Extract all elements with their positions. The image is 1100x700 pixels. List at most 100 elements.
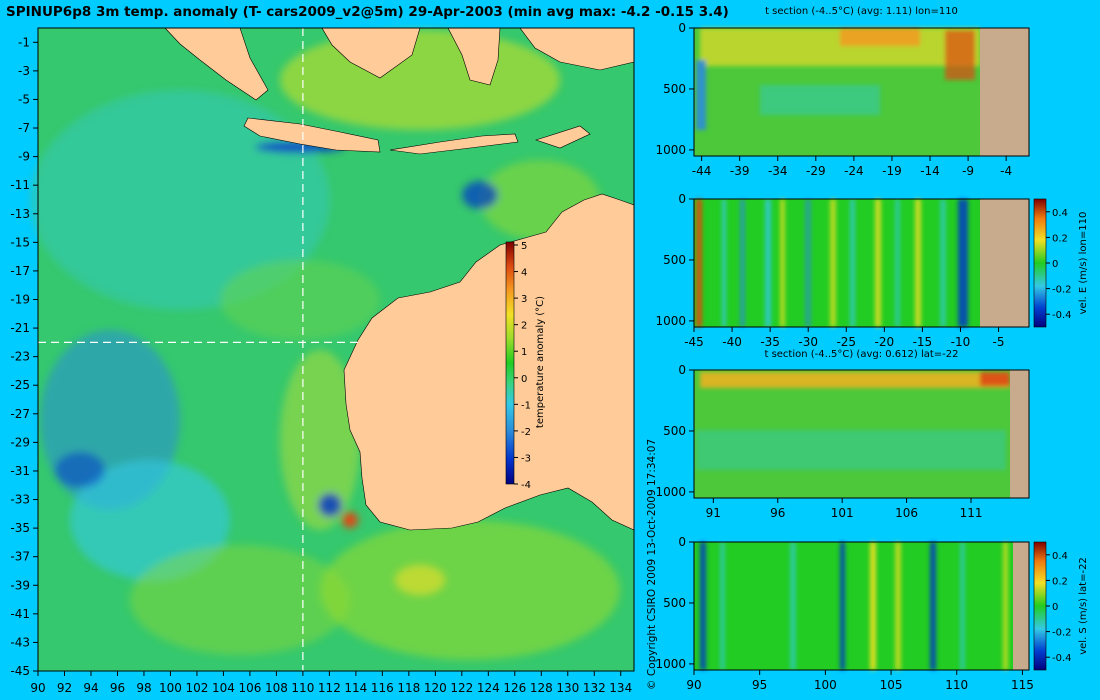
map-y-tick-label: -23 [10,350,30,364]
section-x-tick-label: 96 [770,506,785,520]
section-x-tick-label: 106 [895,506,918,520]
map-y-tick-label: -13 [10,207,30,221]
map-colorbar-tick-label: -4 [521,480,531,491]
map-x-tick-label: 130 [556,681,579,695]
map-x-tick-label: 116 [371,681,394,695]
map-y-tick-label: -35 [10,521,30,535]
section-x-tick-label: -10 [951,335,971,349]
section-x-tick-label: 91 [706,506,721,520]
section-2-field [694,199,1029,327]
section-panel-3 [693,369,1030,499]
map-y-tick-label: -5 [18,92,30,106]
section-x-tick-label: -14 [920,164,940,178]
map-land [164,27,635,531]
section-x-tick-label: 100 [814,678,837,692]
section-x-tick-label: -40 [722,335,742,349]
map-colorbar-gradient [505,241,515,485]
section-y-tick-label: 0 [678,192,686,206]
map-colorbar-label: temperature anomaly (°C) [535,296,546,428]
map-colorbar: 5 4 3 2 1 0 -1 -2 -3 -4 temperature anomaly (°C) [505,241,546,491]
section-4-land [1013,542,1029,670]
section-x-tick-label: -5 [993,335,1005,349]
section-1-title: t section (-4..5°C) (avg: 1.11) lon=110 [765,6,958,17]
map-x-tick-label: 128 [530,681,553,695]
map-y-tick-label: -1 [18,35,30,49]
map-y-tick-label: -17 [10,264,30,278]
map-x-tick-label: 100 [159,681,182,695]
section-x-tick-label: -24 [844,164,864,178]
map-y-tick-label: -39 [10,578,30,592]
map-y-tick-label: -3 [18,64,30,78]
map-x-tick-label: 104 [212,681,235,695]
map-x-tick-label: 120 [424,681,447,695]
map-x-tick-label: 90 [30,681,45,695]
map-x-tick-label: 106 [238,681,261,695]
map-x-tick-label: 108 [265,681,288,695]
section-x-tick-label: 111 [960,506,983,520]
vel-colorbar-tick-label: -0.2 [1052,285,1072,296]
vel-s-colorbar [1033,541,1047,671]
vel-e-colorbar-label: vel. E (m/s) lon=110 [1078,212,1089,315]
map-x-tick-label: 132 [583,681,606,695]
section-y-tick-label: 0 [678,363,686,377]
map-x-tick-label: 112 [318,681,341,695]
section-x-tick-label: -44 [692,164,712,178]
map-y-tick-label: -9 [18,150,30,164]
map-x-tick-label: 134 [609,681,632,695]
map-y-tick-label: -21 [10,321,30,335]
section-x-tick-label: -20 [875,335,895,349]
section-x-tick-label: -25 [836,335,856,349]
map-y-tick-label: -29 [10,435,30,449]
section-3-land [1010,370,1029,498]
section-y-tick-label: 500 [663,253,686,267]
vel-s-colorbar-label: vel. S (m/s) lat=-22 [1078,557,1089,655]
section-panel-2 [693,198,1030,328]
vel-colorbar-tick-label: 0.4 [1052,208,1068,219]
map-x-tick-label: 94 [83,681,98,695]
section-x-tick-label: 101 [831,506,854,520]
map-x-tick-label: 102 [185,681,208,695]
section-x-tick-label: -19 [882,164,902,178]
section-3-title: t section (-4..5°C) (avg: 0.612) lat=-22 [764,349,959,360]
section-x-tick-label: -9 [962,164,974,178]
map-colorbar-tick-label: 5 [521,241,527,252]
map-colorbar-tick-label: 2 [521,321,527,332]
section-x-tick-label: -15 [913,335,933,349]
section-x-tick-label: 105 [880,678,903,692]
section-y-tick-label: 500 [663,596,686,610]
map-x-tick-label: 98 [136,681,151,695]
chart-title: SPINUP6p8 3m temp. anomaly (T- cars2009_… [6,4,729,20]
map-y-tick-label: -41 [10,607,30,621]
vel-colorbar-tick-label: 0.4 [1052,551,1068,562]
timor [535,125,591,149]
java [243,117,381,153]
map-y-tick-label: -33 [10,493,30,507]
map-y-tick-label: -31 [10,464,30,478]
section-x-tick-label: 110 [945,678,968,692]
map-x-tick-label: 96 [110,681,125,695]
map-x-tick-label: 92 [57,681,72,695]
map-x-tick-label: 122 [450,681,473,695]
vel-colorbar-tick-label: -0.4 [1052,653,1072,664]
sumatra [164,27,269,101]
map-y-tick-label: -11 [10,178,30,192]
section-y-tick-label: 1000 [655,485,686,499]
section-panel-4 [693,541,1030,671]
section-x-tick-label: 115 [1011,678,1034,692]
section-y-tick-label: 1000 [655,143,686,157]
map-colorbar-tick-label: -1 [521,400,531,411]
map-colorbar-tick-label: 0 [521,374,527,385]
vel-colorbar-tick-label: -0.4 [1052,310,1072,321]
section-x-tick-label: 90 [686,678,701,692]
map-colorbar-tick-label: 1 [521,347,527,358]
section-x-tick-label: 95 [752,678,767,692]
section-y-tick-label: 1000 [655,657,686,671]
section-4-field [694,542,1029,670]
section-x-tick-label: -45 [684,335,704,349]
section-x-tick-label: -39 [730,164,750,178]
map-colorbar-tick-label: -3 [521,453,531,464]
section-y-tick-label: 0 [678,21,686,35]
copyright-notice: © Copyright CSIRO 2009 13-Oct-2009 17:34… [646,438,658,690]
map-y-tick-label: -27 [10,407,30,421]
